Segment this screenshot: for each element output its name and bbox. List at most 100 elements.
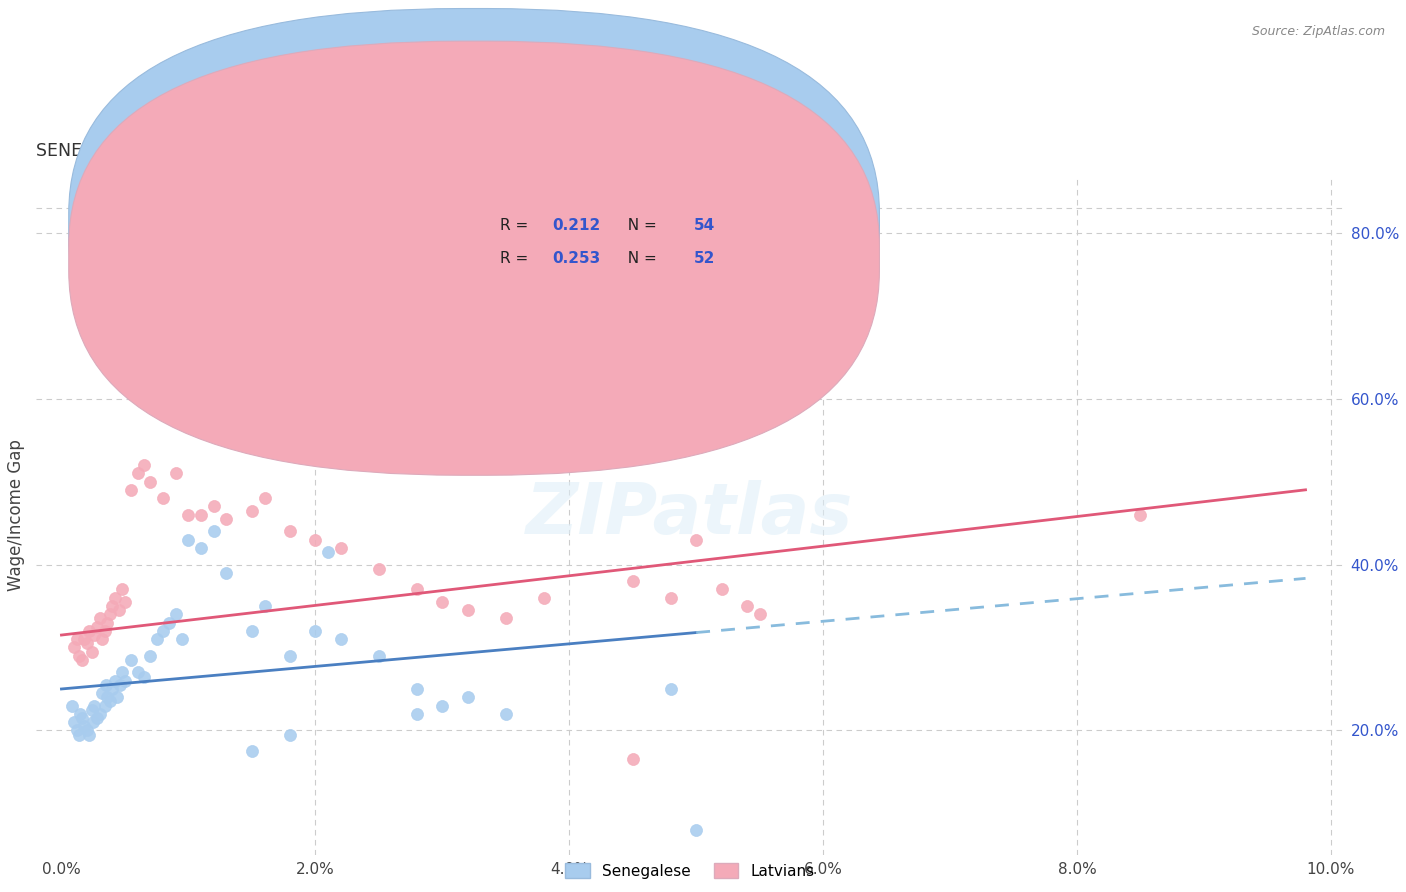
Point (94, 678, 117, 692)
Point (157, 615, 180, 630)
Point (70, 711, 93, 725)
Point (278, 728, 301, 742)
Text: SENEGALESE VS LATVIAN WAGE/INCOME GAP CORRELATION CHART: SENEGALESE VS LATVIAN WAGE/INCOME GAP CO… (37, 141, 627, 159)
Point (66, 632, 89, 647)
Point (748, 607, 770, 622)
Point (165, 467, 187, 481)
FancyBboxPatch shape (450, 201, 793, 286)
Point (583, 412, 606, 426)
Point (457, 603, 479, 617)
Point (735, 599, 758, 613)
Point (83, 698, 105, 713)
Point (170, 632, 193, 647)
Point (152, 624, 174, 638)
Point (495, 611, 517, 625)
Point (406, 681, 429, 696)
Text: N =: N = (617, 251, 662, 266)
Point (127, 467, 149, 481)
Point (107, 603, 129, 617)
Point (533, 591, 555, 605)
FancyBboxPatch shape (69, 9, 879, 442)
Point (329, 541, 352, 555)
Point (96, 615, 118, 630)
Point (659, 591, 682, 605)
Point (190, 508, 212, 522)
Point (105, 690, 128, 705)
Point (104, 591, 127, 605)
Point (120, 483, 142, 497)
Y-axis label: Wage/Income Gap: Wage/Income Gap (7, 439, 25, 591)
Point (91, 632, 114, 647)
Point (304, 533, 326, 547)
Point (111, 665, 134, 680)
Text: 0.253: 0.253 (553, 251, 600, 266)
Legend: Senegalese, Latvians: Senegalese, Latvians (560, 856, 821, 885)
Text: ZIPatlas: ZIPatlas (526, 480, 853, 549)
Point (60, 698, 83, 713)
Point (621, 752, 644, 766)
Point (76, 636, 98, 650)
Point (132, 669, 155, 683)
Point (685, 823, 707, 838)
Point (89, 706, 111, 721)
Point (406, 582, 429, 597)
Point (685, 533, 707, 547)
Point (621, 574, 644, 588)
Point (114, 673, 136, 688)
Point (253, 491, 276, 505)
Point (67, 728, 90, 742)
Point (558, 292, 581, 306)
Point (190, 541, 212, 555)
FancyBboxPatch shape (69, 41, 879, 475)
Text: 52: 52 (693, 251, 716, 266)
Point (127, 665, 149, 680)
Point (406, 706, 429, 721)
Text: 54: 54 (693, 218, 716, 233)
Point (63, 715, 86, 730)
Point (120, 653, 142, 667)
Point (114, 595, 136, 609)
Point (202, 524, 225, 539)
Point (177, 533, 200, 547)
Point (73, 719, 96, 733)
Point (80, 703, 103, 717)
Point (329, 632, 352, 647)
Point (139, 475, 162, 489)
Point (98, 694, 121, 708)
Point (83, 628, 105, 642)
Point (86, 620, 108, 634)
Point (63, 640, 86, 655)
Point (278, 648, 301, 663)
Point (73, 632, 96, 647)
Point (215, 512, 238, 526)
Point (152, 491, 174, 505)
Text: R =: R = (501, 251, 533, 266)
Point (432, 698, 454, 713)
Point (710, 582, 733, 597)
Text: R =: R = (501, 218, 533, 233)
Point (80, 645, 103, 659)
Point (101, 681, 124, 696)
Point (367, 562, 389, 576)
Point (111, 582, 134, 597)
Point (101, 599, 124, 613)
Point (139, 648, 162, 663)
Point (93, 698, 115, 713)
Point (70, 653, 93, 667)
Point (82, 715, 104, 730)
Point (79, 728, 101, 742)
Point (76, 723, 98, 738)
Point (79, 624, 101, 638)
Point (69, 706, 91, 721)
Point (253, 599, 276, 613)
Point (316, 545, 339, 559)
Point (66, 723, 89, 738)
Point (215, 566, 238, 580)
Point (495, 706, 517, 721)
Point (240, 503, 263, 517)
Point (86, 711, 108, 725)
Point (1129, 508, 1152, 522)
Point (304, 624, 326, 638)
Text: 0.212: 0.212 (553, 218, 600, 233)
Point (93, 624, 115, 638)
